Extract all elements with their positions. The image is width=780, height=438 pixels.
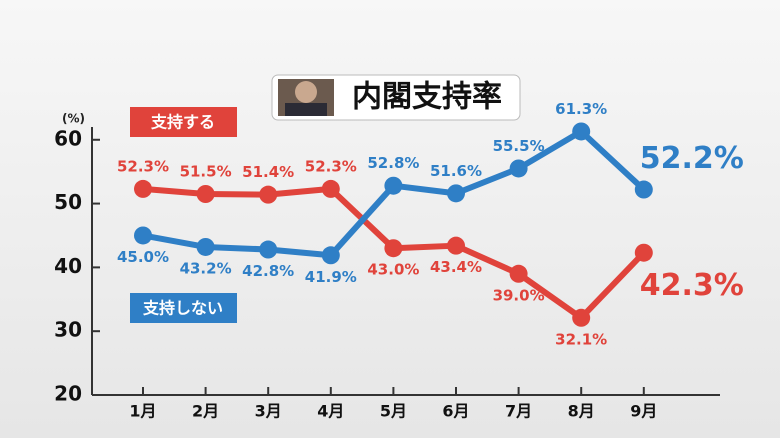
data-label-large: 52.2% bbox=[640, 141, 744, 176]
data-label: 61.3% bbox=[555, 100, 607, 118]
data-point bbox=[321, 179, 340, 198]
data-point bbox=[259, 185, 278, 204]
data-point bbox=[634, 243, 653, 262]
legend-label: 支持しない bbox=[142, 299, 223, 318]
y-axis-unit: (%) bbox=[62, 112, 85, 126]
photo-suit bbox=[285, 103, 327, 116]
data-label: 41.9% bbox=[305, 268, 357, 286]
y-tick-label: 40 bbox=[54, 254, 82, 278]
y-tick-label: 20 bbox=[54, 382, 82, 406]
legend-box bbox=[130, 107, 237, 137]
data-point bbox=[447, 184, 465, 203]
x-tick-label: 2月 bbox=[192, 402, 219, 421]
x-tick-label: 5月 bbox=[380, 402, 407, 421]
y-tick-label: 30 bbox=[54, 318, 82, 342]
chart-title: 内閣支持率 bbox=[352, 80, 502, 115]
data-point bbox=[321, 246, 340, 265]
data-label: 55.5% bbox=[493, 137, 545, 155]
data-point bbox=[572, 122, 591, 141]
data-label: 51.4% bbox=[242, 163, 294, 181]
data-label: 32.1% bbox=[555, 330, 607, 348]
data-label: 52.3% bbox=[305, 157, 357, 175]
y-tick-label: 60 bbox=[54, 126, 82, 150]
legend-label: 支持する bbox=[150, 113, 215, 132]
data-label: 42.8% bbox=[242, 262, 294, 280]
data-label: 39.0% bbox=[493, 286, 545, 304]
photo-face bbox=[295, 81, 317, 103]
data-label: 52.8% bbox=[367, 154, 419, 172]
data-label: 51.5% bbox=[180, 163, 232, 181]
x-tick-label: 4月 bbox=[317, 402, 344, 421]
data-point bbox=[196, 237, 215, 256]
data-point bbox=[134, 226, 152, 245]
data-point bbox=[634, 180, 653, 199]
data-label: 43.4% bbox=[430, 258, 482, 276]
data-point bbox=[447, 236, 465, 255]
data-point bbox=[384, 176, 403, 195]
data-point bbox=[509, 264, 528, 283]
data-label: 51.6% bbox=[430, 162, 482, 180]
legend-box bbox=[130, 293, 237, 323]
x-tick-label: 9月 bbox=[630, 402, 657, 421]
y-tick-label: 50 bbox=[54, 190, 82, 214]
data-label: 52.3% bbox=[117, 157, 169, 175]
x-tick-label: 3月 bbox=[255, 402, 282, 421]
x-tick-label: 1月 bbox=[129, 402, 156, 421]
data-point bbox=[196, 185, 215, 203]
x-tick-label: 8月 bbox=[568, 402, 595, 421]
x-tick-label: 6月 bbox=[442, 402, 469, 421]
data-label: 43.2% bbox=[180, 259, 232, 277]
data-point bbox=[572, 308, 591, 327]
data-point bbox=[259, 240, 278, 259]
data-label: 45.0% bbox=[117, 248, 169, 266]
x-tick-label: 7月 bbox=[505, 402, 532, 421]
data-point bbox=[134, 179, 152, 198]
data-label: 43.0% bbox=[367, 261, 419, 279]
data-point bbox=[509, 159, 528, 178]
data-label-large: 42.3% bbox=[640, 268, 744, 303]
data-point bbox=[384, 239, 403, 258]
